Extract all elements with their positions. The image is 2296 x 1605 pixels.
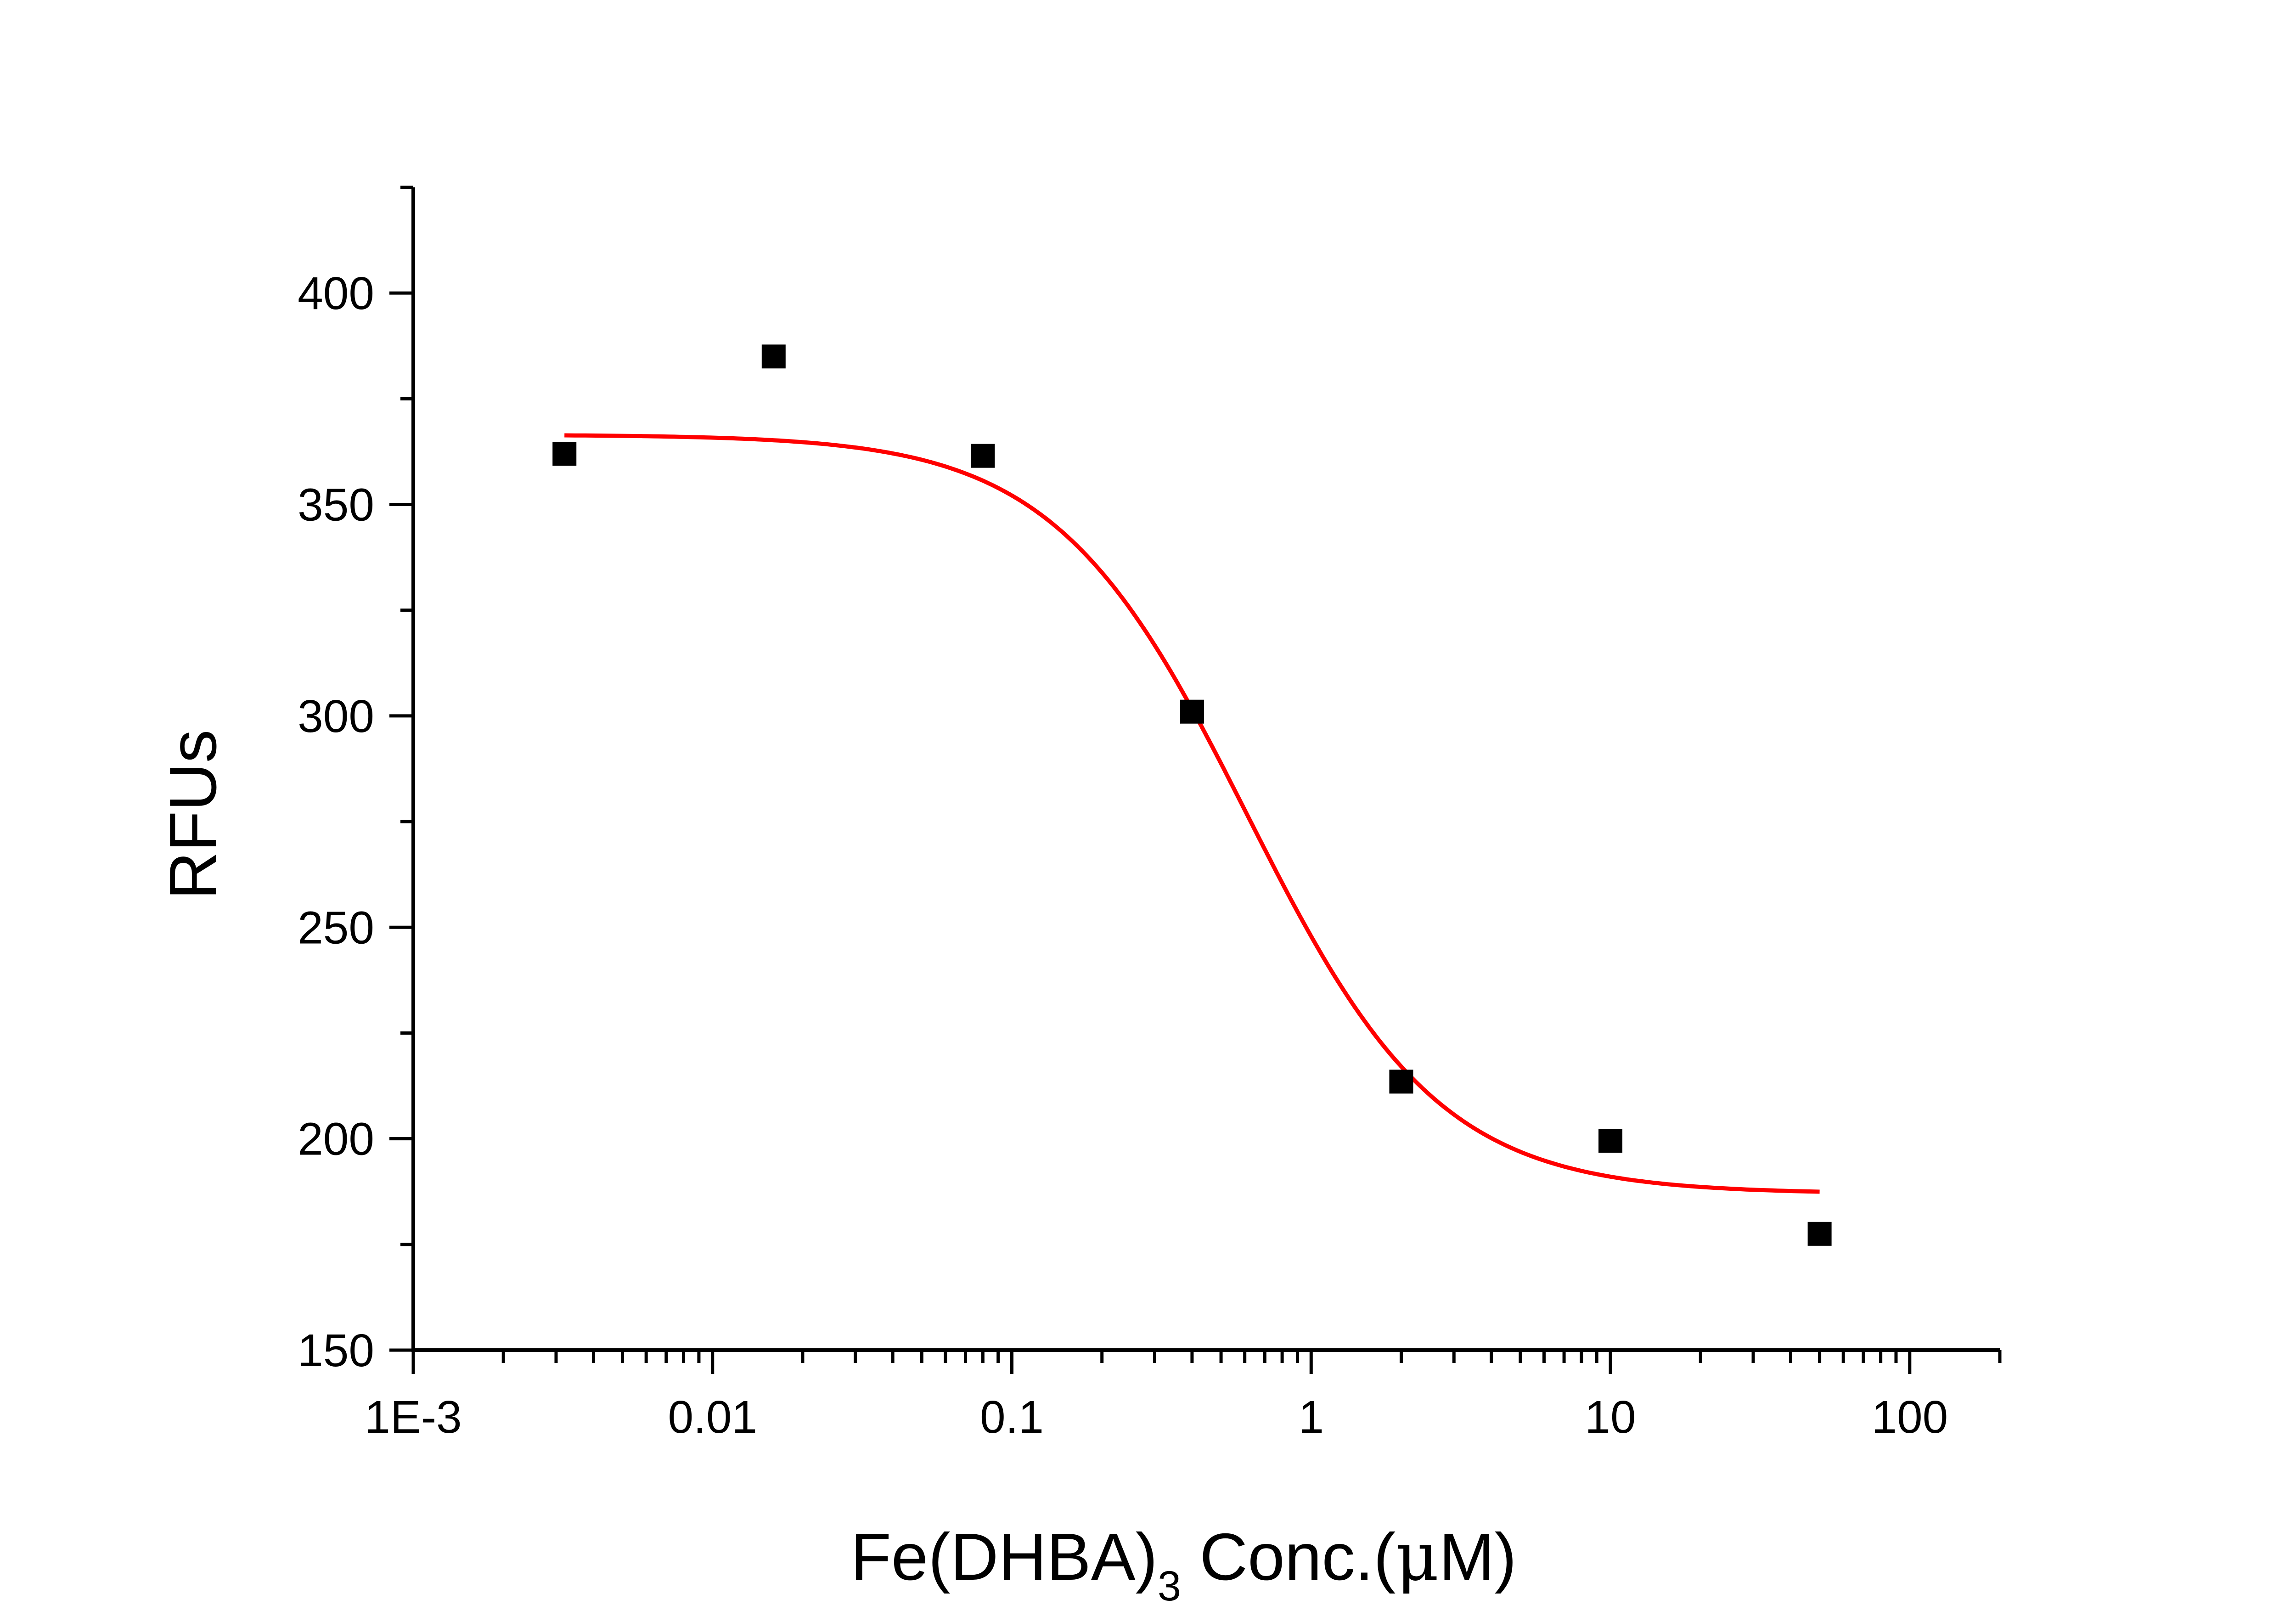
data-point [1389,1070,1413,1094]
x-tick-label: 10 [1585,1391,1636,1443]
y-tick-label: 200 [298,1114,374,1165]
x-axis-title-prefix: Fe(DHBA) [850,1520,1158,1594]
data-point [1807,1222,1832,1246]
data-point [552,442,577,466]
y-axis-title: RFUs [156,730,230,900]
x-tick-label: 1 [1298,1391,1324,1443]
x-tick-label: 0.01 [668,1391,757,1443]
x-axis-title-subscript: 3 [1158,1563,1181,1605]
y-tick-label: 350 [298,479,374,531]
fit-curve [564,433,1820,1194]
y-tick-label: 150 [298,1325,374,1376]
data-point [1180,699,1204,724]
y-tick-label: 250 [298,902,374,953]
x-axis-title: Fe(DHBA)3 Conc.(μM) [850,1518,1517,1605]
x-axis-ticks: 1E-3 0.01 0.1 1 10 100 [365,1350,2002,1443]
data-point [971,444,995,468]
x-axis-title-middle: Conc.( [1181,1520,1396,1594]
y-tick-label: 300 [298,691,374,742]
x-tick-label: 1E-3 [365,1391,461,1443]
x-axis-title-suffix: M) [1439,1520,1517,1594]
data-point [1598,1129,1623,1153]
x-tick-label: 0.1 [980,1391,1044,1443]
x-axis-title-mu: μ [1396,1518,1439,1596]
y-axis-ticks: 150 200 250 300 350 400 [298,186,413,1376]
axes [411,187,2000,1352]
y-tick-label: 400 [298,268,374,319]
data-points [552,344,1832,1246]
data-point [761,344,786,369]
fit-curve-layer [564,433,1820,1194]
x-tick-label: 100 [1871,1391,1948,1443]
